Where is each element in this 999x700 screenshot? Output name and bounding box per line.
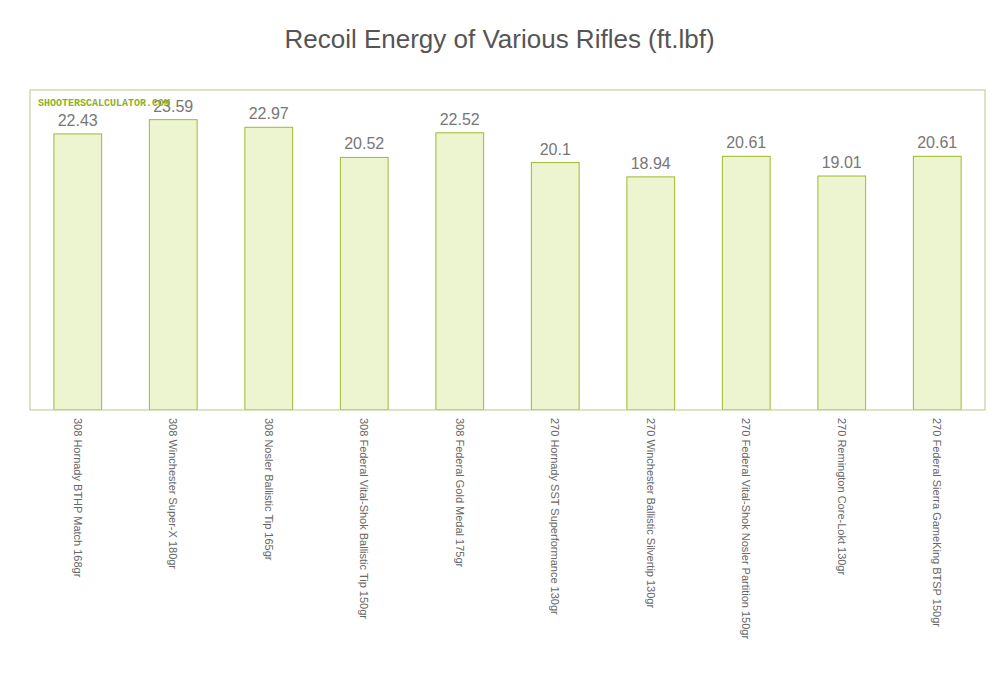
data-label: 20.52 <box>344 135 384 152</box>
data-label: 20.61 <box>917 134 957 151</box>
bar <box>340 157 388 410</box>
bar <box>54 134 102 410</box>
data-label: 20.1 <box>540 141 571 158</box>
bar <box>722 156 770 410</box>
data-label: 22.43 <box>58 112 98 129</box>
bar <box>436 133 484 410</box>
bars <box>54 120 961 410</box>
bar <box>531 163 579 410</box>
bar <box>149 120 197 410</box>
x-tick-label: 308 Federal Gold Medal 175gr <box>454 418 466 568</box>
data-label: 22.52 <box>440 111 480 128</box>
chart-title: Recoil Energy of Various Rifles (ft.lbf) <box>284 24 714 54</box>
bar <box>245 127 293 410</box>
watermark: SHOOTERSCALCULATOR.COM <box>38 98 170 109</box>
chart-container: Recoil Energy of Various Rifles (ft.lbf)… <box>0 0 999 700</box>
bar <box>818 176 866 410</box>
bar <box>913 156 961 410</box>
plot-frame <box>30 90 985 410</box>
data-label: 20.61 <box>726 134 766 151</box>
chart-svg: Recoil Energy of Various Rifles (ft.lbf)… <box>0 0 999 700</box>
x-tick-label: 308 Nosler Ballistic Tip 165gr <box>263 418 275 561</box>
data-label: 22.97 <box>249 105 289 122</box>
x-tick-label: 270 Federal Vital-Shok Nosler Partition … <box>740 418 752 639</box>
x-tick-label: 270 Hornady SST Superformance 130gr <box>549 418 561 615</box>
x-tick-label: 270 Remington Core-Lokt 130gr <box>836 418 848 575</box>
x-tick-label: 270 Federal Sierra GameKing BTSP 150gr <box>931 418 943 627</box>
data-label: 18.94 <box>631 155 671 172</box>
x-tick-label: 308 Winchester Super-X 180gr <box>167 418 179 569</box>
data-label: 19.01 <box>822 154 862 171</box>
x-tick-label: 308 Hornady BTHP Match 168gr <box>72 418 84 578</box>
x-tick-label: 270 Winchester Ballistic Silvertip 130gr <box>645 418 657 608</box>
bar <box>627 177 675 410</box>
x-tick-label: 308 Federal Vital-Shok Ballistic Tip 150… <box>358 418 370 619</box>
